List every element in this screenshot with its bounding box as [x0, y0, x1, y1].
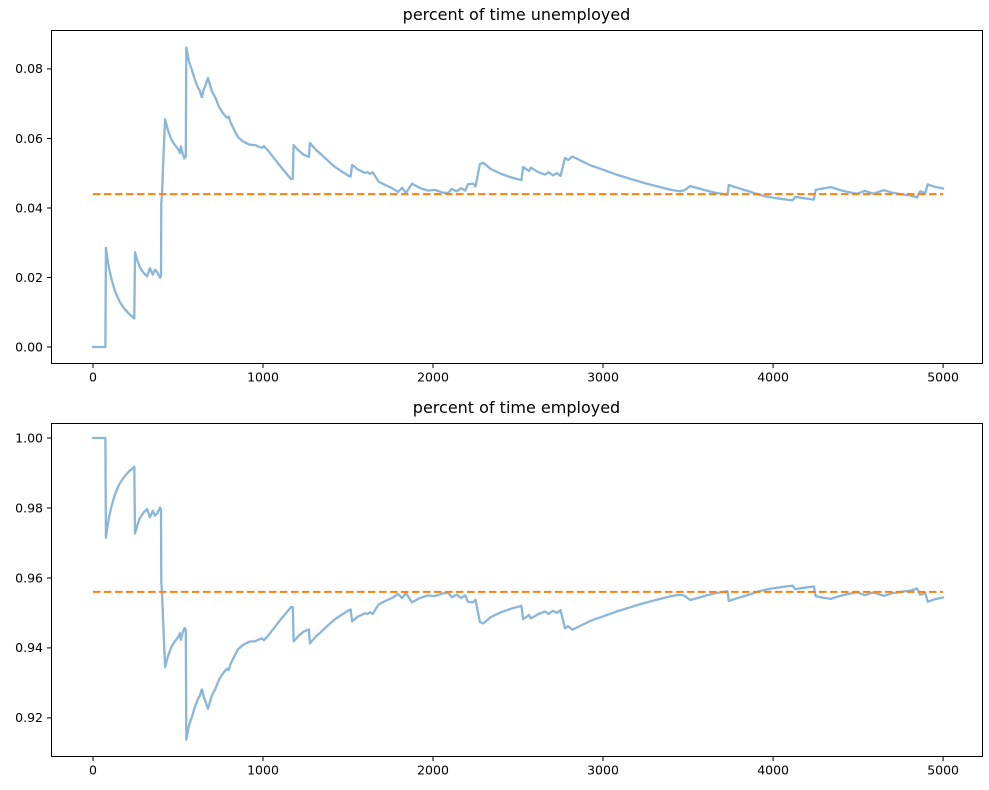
employed-y-tick-label: 0.92 — [15, 710, 43, 725]
unemployed-x-tick-label: 3000 — [587, 370, 619, 385]
employed-chart-title: percent of time employed — [412, 398, 621, 417]
unemployed-x-tick-label: 1000 — [247, 370, 279, 385]
unemployed-y-tick-label: 0.00 — [15, 339, 43, 354]
unemployed-y-tick-label: 0.04 — [15, 200, 43, 215]
employed-y-tick-label: 0.94 — [15, 640, 43, 655]
unemployed-x-tick-label: 2000 — [417, 370, 449, 385]
unemployed-axes: 0 1000 2000 3000 4000 5000 0.00 0.02 0.04 0.06 0.0… — [15, 30, 983, 385]
employed-x-tick-label: 2000 — [417, 763, 449, 778]
employed-sample-path-line — [91, 436, 945, 741]
unemployed-chart-title: percent of time unemployed — [402, 5, 631, 24]
unemployed-sample-path-line — [91, 46, 945, 349]
employed-y-tick-label: 0.98 — [15, 500, 43, 515]
unemployed-x-tick-label: 4000 — [757, 370, 789, 385]
employed-x-tick-label: 4000 — [757, 763, 789, 778]
employed-x-tick-label: 5000 — [927, 763, 959, 778]
employed-y-tick-label: 0.96 — [15, 570, 43, 585]
unemployed-x-tick-label: 5000 — [927, 370, 959, 385]
employed-y-tick-label: 1.00 — [15, 430, 43, 445]
employed-axes-frame — [51, 423, 983, 757]
employed-x-tick-label: 1000 — [247, 763, 279, 778]
unemployed-y-tick-label: 0.06 — [15, 131, 43, 146]
unemployed-axes-frame — [51, 30, 983, 364]
employed-axes: 0 1000 2000 3000 4000 5000 0.92 0.94 0.96 0.98 1.0… — [15, 423, 983, 778]
unemployed-x-tick-label: 0 — [89, 370, 97, 385]
employed-x-tick-label: 3000 — [587, 763, 619, 778]
unemployed-y-tick-label: 0.08 — [15, 61, 43, 76]
unemployed-y-tick-label: 0.02 — [15, 270, 43, 285]
employed-x-tick-label: 0 — [89, 763, 97, 778]
